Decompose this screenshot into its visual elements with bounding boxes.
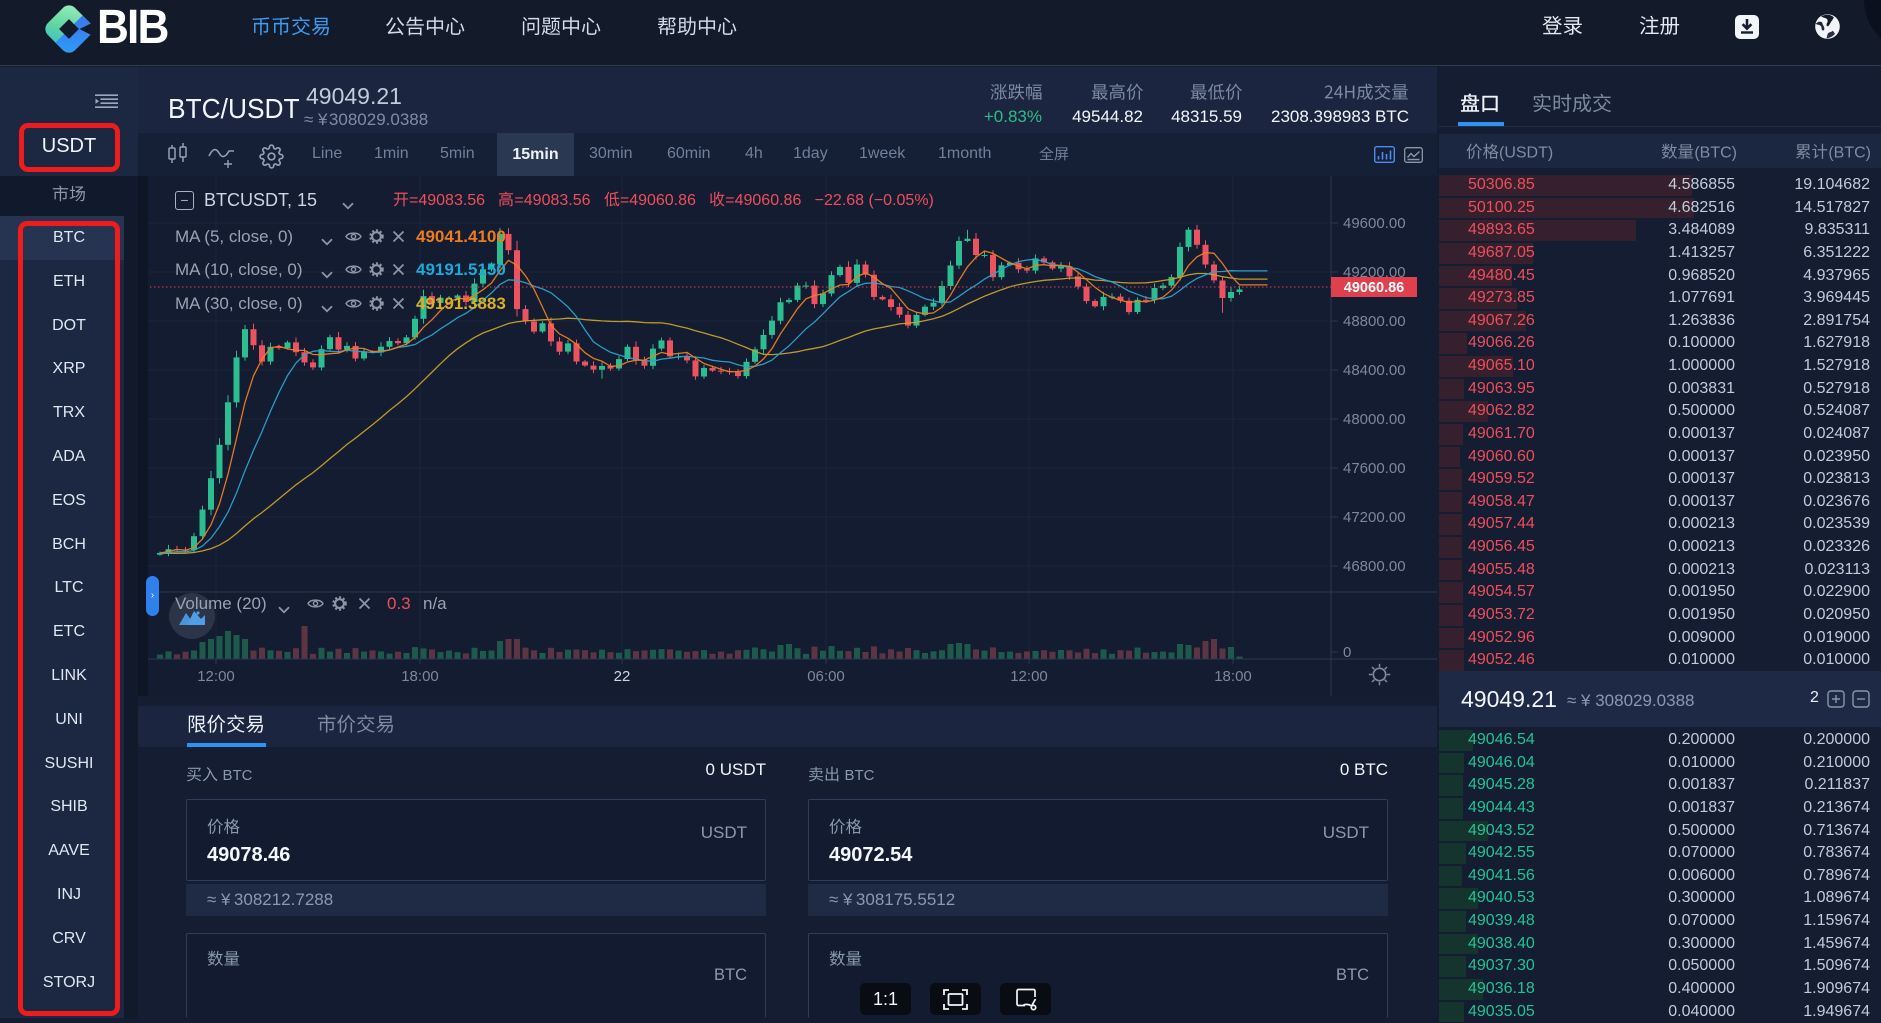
svg-text:48800.00: 48800.00: [1343, 313, 1406, 330]
svg-text:0: 0: [1343, 644, 1351, 661]
svg-text:46800.00: 46800.00: [1343, 558, 1406, 575]
svg-text:22: 22: [614, 668, 631, 685]
svg-text:06:00: 06:00: [807, 668, 845, 685]
svg-text:18:00: 18:00: [1214, 668, 1252, 685]
svg-text:12:00: 12:00: [197, 668, 235, 685]
svg-text:47600.00: 47600.00: [1343, 460, 1406, 477]
svg-text:49060.86: 49060.86: [1344, 280, 1404, 296]
svg-text:48000.00: 48000.00: [1343, 411, 1406, 428]
svg-text:49200.00: 49200.00: [1343, 264, 1406, 281]
svg-text:49600.00: 49600.00: [1343, 215, 1406, 232]
svg-text:18:00: 18:00: [401, 668, 439, 685]
svg-text:12:00: 12:00: [1010, 668, 1048, 685]
svg-text:47200.00: 47200.00: [1343, 509, 1406, 526]
svg-text:48400.00: 48400.00: [1343, 362, 1406, 379]
